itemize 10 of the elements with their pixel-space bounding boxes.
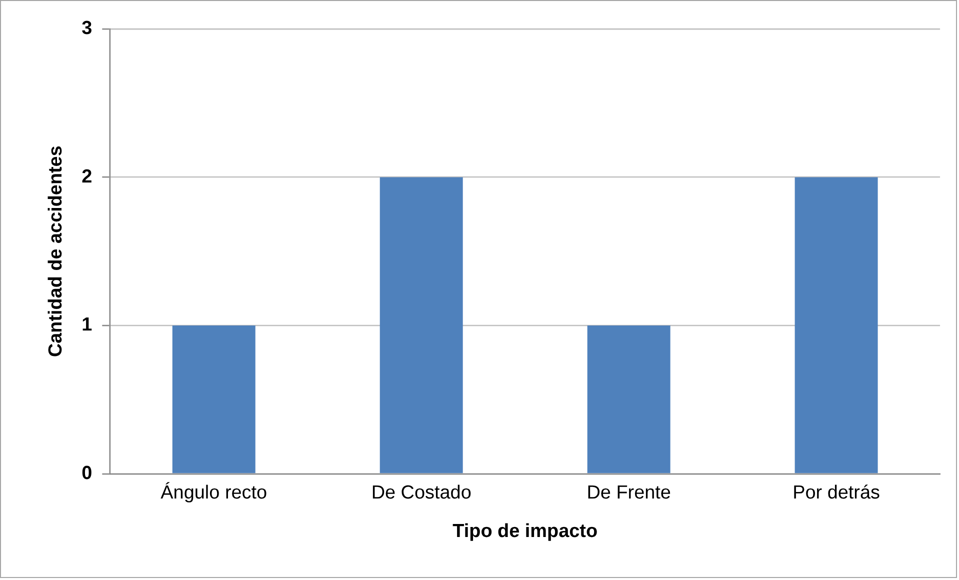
x-tick-label: Ángulo recto bbox=[160, 481, 268, 504]
y-axis-title: Cantidad de accidentes bbox=[45, 146, 67, 358]
x-tick-label: De Costado bbox=[371, 482, 472, 504]
y-tick-label: 2 bbox=[82, 166, 92, 188]
x-tick-label: Por detrás bbox=[792, 482, 880, 504]
x-axis-title: Tipo de impacto bbox=[452, 520, 598, 542]
y-tick-label: 1 bbox=[82, 314, 92, 336]
x-tick-label: De Frente bbox=[586, 482, 671, 504]
y-tick-label: 3 bbox=[82, 18, 92, 40]
y-tick-label: 0 bbox=[82, 462, 92, 484]
